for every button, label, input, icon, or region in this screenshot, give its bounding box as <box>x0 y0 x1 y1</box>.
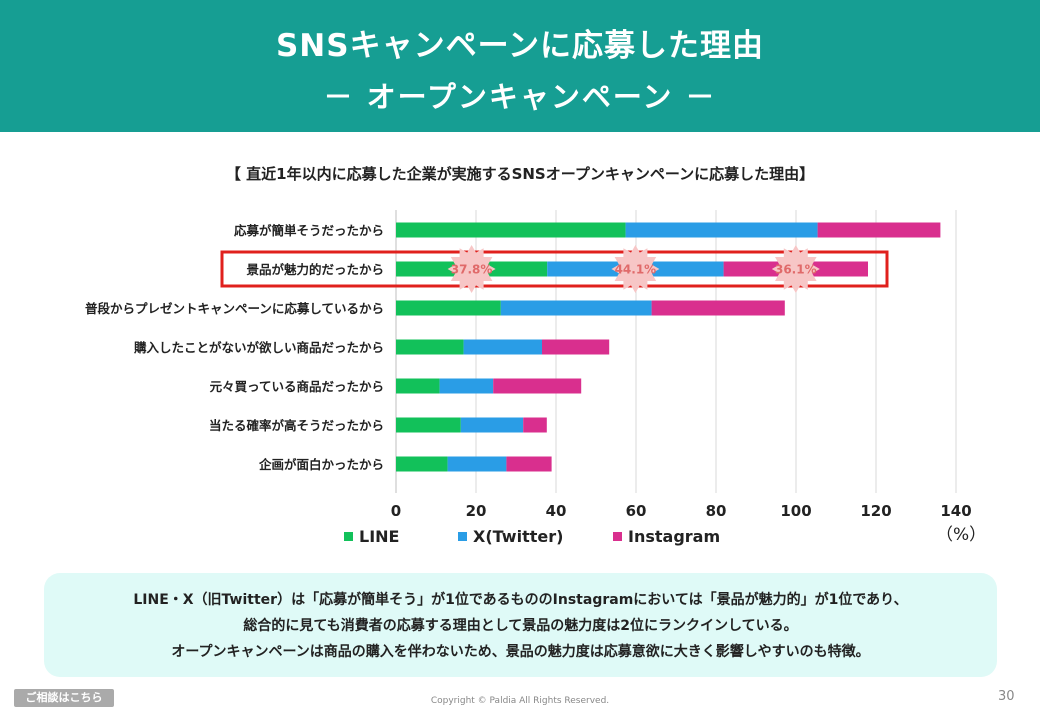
page-title: SNSキャンペーンに応募した理由 <box>275 28 765 64</box>
bar-2-instagram <box>651 300 785 316</box>
x-tick-label-3: 60 <box>626 502 647 520</box>
bar-6-xtwitter <box>447 456 507 472</box>
highlight-box <box>220 250 889 288</box>
legend-label-instagram: Instagram <box>628 527 721 546</box>
bar-3-instagram <box>542 339 610 355</box>
highlight-label-1: 44.1% <box>615 263 657 277</box>
bar-0-xtwitter <box>625 222 818 238</box>
summary-line-1: LINE・X（旧Twitter）は「応募が簡単そう」が1位であるもののInsta… <box>133 592 908 608</box>
x-tick-label-5: 100 <box>780 502 811 520</box>
copyright-text: Copyright © Paldia All Rights Reserved. <box>430 696 610 706</box>
page-number: 30 <box>998 689 1015 704</box>
x-tick-label-2: 40 <box>546 502 567 520</box>
legend-swatch-line <box>344 532 353 541</box>
stacked-bar-chart: 0 20 40 60 80 100 120 140 応募が簡単そうだったから景品が魅力的だったか… <box>85 210 972 520</box>
bar-3-line <box>396 339 464 355</box>
highlight-badge-0 <box>447 245 496 293</box>
highlight-badge-2 <box>771 245 820 293</box>
highlight-badge-1 <box>611 245 660 293</box>
x-tick-label-6: 120 <box>860 502 891 520</box>
x-tick-label-0: 0 <box>391 502 401 520</box>
legend-swatch-instagram <box>613 532 622 541</box>
legend-label-line: LINE <box>359 527 400 546</box>
bar-2-xtwitter <box>500 300 652 316</box>
bar-5-instagram <box>523 417 547 433</box>
legend-line: LINE <box>344 527 399 546</box>
bar-0-instagram <box>817 222 941 238</box>
bar-3-xtwitter <box>463 339 542 355</box>
bar-6-line <box>396 456 448 472</box>
bar-5-xtwitter <box>460 417 524 433</box>
x-tick-label-1: 20 <box>466 502 487 520</box>
bar-4-xtwitter <box>439 378 494 394</box>
bar-2-line <box>396 300 501 316</box>
category-label-1: 景品が魅力的だったから <box>246 262 384 277</box>
legend-label-x: X(Twitter) <box>473 527 564 546</box>
category-label-6: 企画が面白かったから <box>258 457 384 472</box>
header-banner: SNSキャンペーンに応募した理由 － オープンキャンペーン － <box>0 0 1040 132</box>
consult-button[interactable]: ご相談はこちら <box>14 689 114 707</box>
chart-title: 【 直近1年以内に応募した企業が実施するSNSオープンキャンペーンに応募した理由… <box>225 165 815 183</box>
bar-0-line <box>396 222 626 238</box>
summary-note: LINE・X（旧Twitter）は「応募が簡単そう」が1位であるもののInsta… <box>44 573 997 677</box>
bar-4-instagram <box>493 378 582 394</box>
category-label-2: 普段からプレゼントキャンペーンに応募しているから <box>85 301 384 316</box>
highlight-label-2: 36.1% <box>775 263 817 277</box>
category-label-4: 元々買っている商品だったから <box>210 379 384 394</box>
category-label-3: 購入したことがないが欲しい商品だったから <box>133 340 384 355</box>
legend-x: X(Twitter) <box>458 527 563 546</box>
page-subtitle: － オープンキャンペーン － <box>323 80 717 114</box>
legend-swatch-x <box>458 532 467 541</box>
axis-unit-label: （%） <box>936 525 987 545</box>
bar-5-line <box>396 417 461 433</box>
category-label-0: 応募が簡単そうだったから <box>234 223 384 238</box>
x-tick-label-7: 140 <box>940 502 971 520</box>
highlight-label-0: 37.8% <box>451 263 493 277</box>
summary-line-3: オープンキャンペーンは商品の購入を伴わないため、景品の魅力度は応募意欲に大きく影… <box>171 644 870 660</box>
category-label-5: 当たる確率が高そうだったから <box>209 418 384 433</box>
summary-line-2: 総合的に見ても消費者の応募する理由として景品の魅力度は2位にランクインしている。 <box>243 618 798 634</box>
x-tick-label-4: 80 <box>706 502 727 520</box>
legend-instagram: Instagram <box>613 527 720 546</box>
bar-4-line <box>396 378 440 394</box>
bar-6-instagram <box>506 456 552 472</box>
